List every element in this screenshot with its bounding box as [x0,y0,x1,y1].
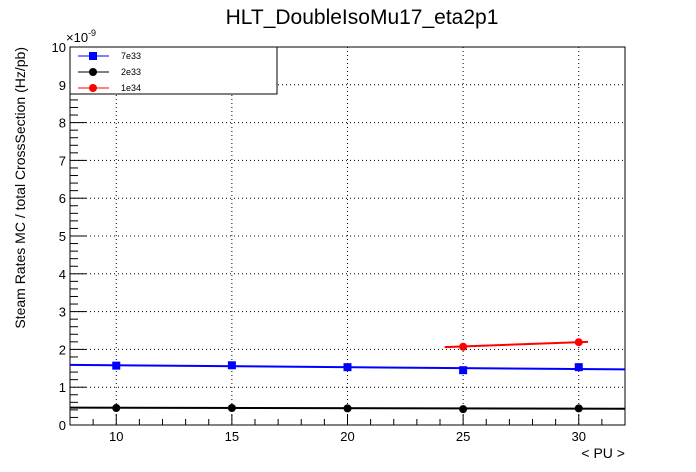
x-tick-label: 25 [456,429,470,444]
data-point-1e34 [574,338,583,347]
y-axis-exponent-power: -9 [88,28,96,38]
data-point-7e33 [343,363,352,372]
data-point-2e33 [112,403,121,412]
y-tick-label: 4 [59,267,66,282]
y-tick-label: 0 [59,418,66,433]
data-point-1e34 [459,342,468,351]
fit-line-1e34 [444,340,589,349]
legend-marker-2e33 [89,68,97,76]
legend-label-2e33: 2e33 [121,67,141,77]
x-tick-label: 15 [225,429,239,444]
y-tick-label: 10 [52,40,66,55]
y-axis-title: Steam Rates MC / total CrossSection (Hz/… [12,47,28,329]
data-point-7e33 [112,361,121,370]
y-tick-label: 7 [59,153,66,168]
y-tick-label: 3 [59,305,66,320]
legend-marker-1e34 [89,84,97,92]
legend-label-1e34: 1e34 [121,83,141,93]
y-axis-exponent: ×10-9 [66,28,96,45]
legend-box [69,46,278,95]
x-tick-label: 10 [109,429,123,444]
y-tick-label: 1 [59,380,66,395]
data-point-7e33 [227,361,236,370]
y-tick-label: 8 [59,116,66,131]
x-tick-label: 20 [340,429,354,444]
x-tick-label: 30 [572,429,586,444]
data-point-2e33 [227,403,236,412]
axes: 10 15 20 25 30 0 1 2 3 4 5 6 7 8 9 10 [52,40,626,444]
series-group [69,338,626,414]
data-point-2e33 [574,404,583,413]
legend-label-7e33: 7e33 [121,51,141,61]
data-point-7e33 [574,363,583,372]
x-axis-title: < PU > [581,445,625,461]
series-7e33 [69,361,626,375]
legend-marker-7e33 [89,52,97,60]
y-tick-label: 6 [59,191,66,206]
y-tick-label: 5 [59,229,66,244]
series-2e33 [69,403,626,414]
legend: 7e33 2e33 1e34 [69,46,278,95]
series-1e34 [444,338,589,351]
data-point-2e33 [459,405,468,414]
y-tick-label: 2 [59,342,66,357]
y-tick-label: 9 [59,78,66,93]
y-axis-exponent-base: ×10 [66,30,88,45]
chart-title: HLT_DoubleIsoMu17_eta2p1 [226,6,499,29]
data-point-7e33 [459,366,468,375]
data-point-2e33 [343,404,352,413]
